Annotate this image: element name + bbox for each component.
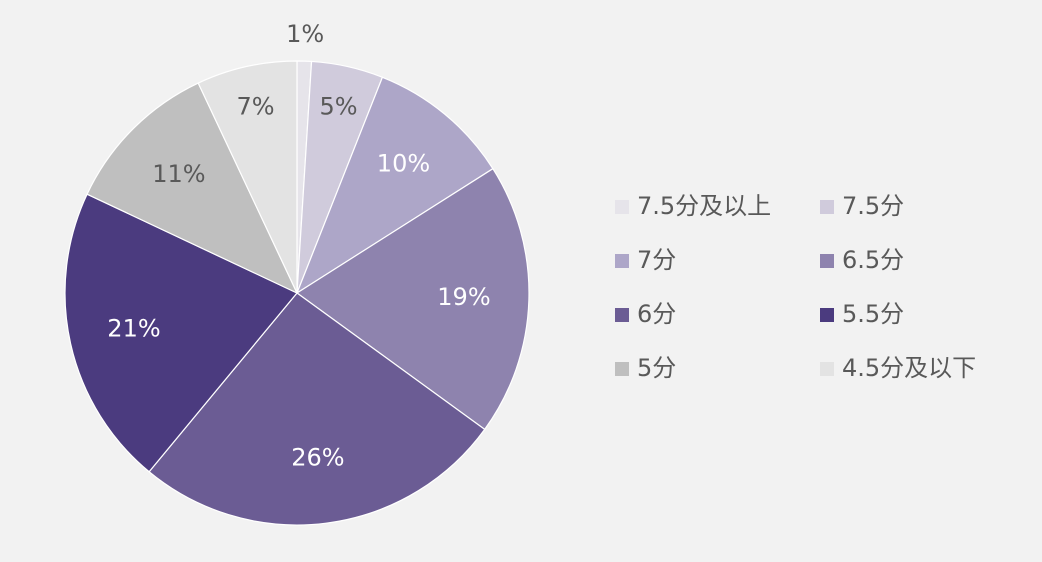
legend-label: 6.5分 — [842, 246, 904, 274]
legend-marker — [820, 362, 834, 376]
data-label: 7% — [236, 92, 274, 120]
legend-label: 7分 — [637, 246, 676, 274]
legend-marker — [615, 200, 629, 214]
legend-marker — [615, 362, 629, 376]
legend-label: 7.5分 — [842, 192, 904, 220]
data-label: 5% — [319, 92, 357, 120]
legend-marker — [615, 254, 629, 268]
legend-marker — [820, 308, 834, 322]
pie-slice — [148, 292, 486, 526]
legend-label: 7.5分及以上 — [637, 192, 771, 220]
data-label: 21% — [107, 314, 160, 342]
pie-slice — [295, 167, 530, 431]
legend-label: 6分 — [637, 300, 676, 328]
legend-label: 5分 — [637, 354, 676, 382]
data-label: 26% — [291, 444, 344, 472]
legend-label: 4.5分及以下 — [842, 354, 976, 382]
pie-slice — [197, 60, 298, 294]
data-label: 19% — [437, 283, 490, 311]
data-label: 11% — [152, 160, 205, 188]
legend-marker — [820, 254, 834, 268]
legend-marker — [820, 200, 834, 214]
data-label: 1% — [286, 20, 324, 48]
pie-slice — [295, 76, 494, 295]
data-label: 10% — [377, 149, 430, 177]
legend-marker — [615, 308, 629, 322]
legend-label: 5.5分 — [842, 300, 904, 328]
pie-slice — [64, 193, 298, 473]
pie-slice — [86, 82, 299, 295]
